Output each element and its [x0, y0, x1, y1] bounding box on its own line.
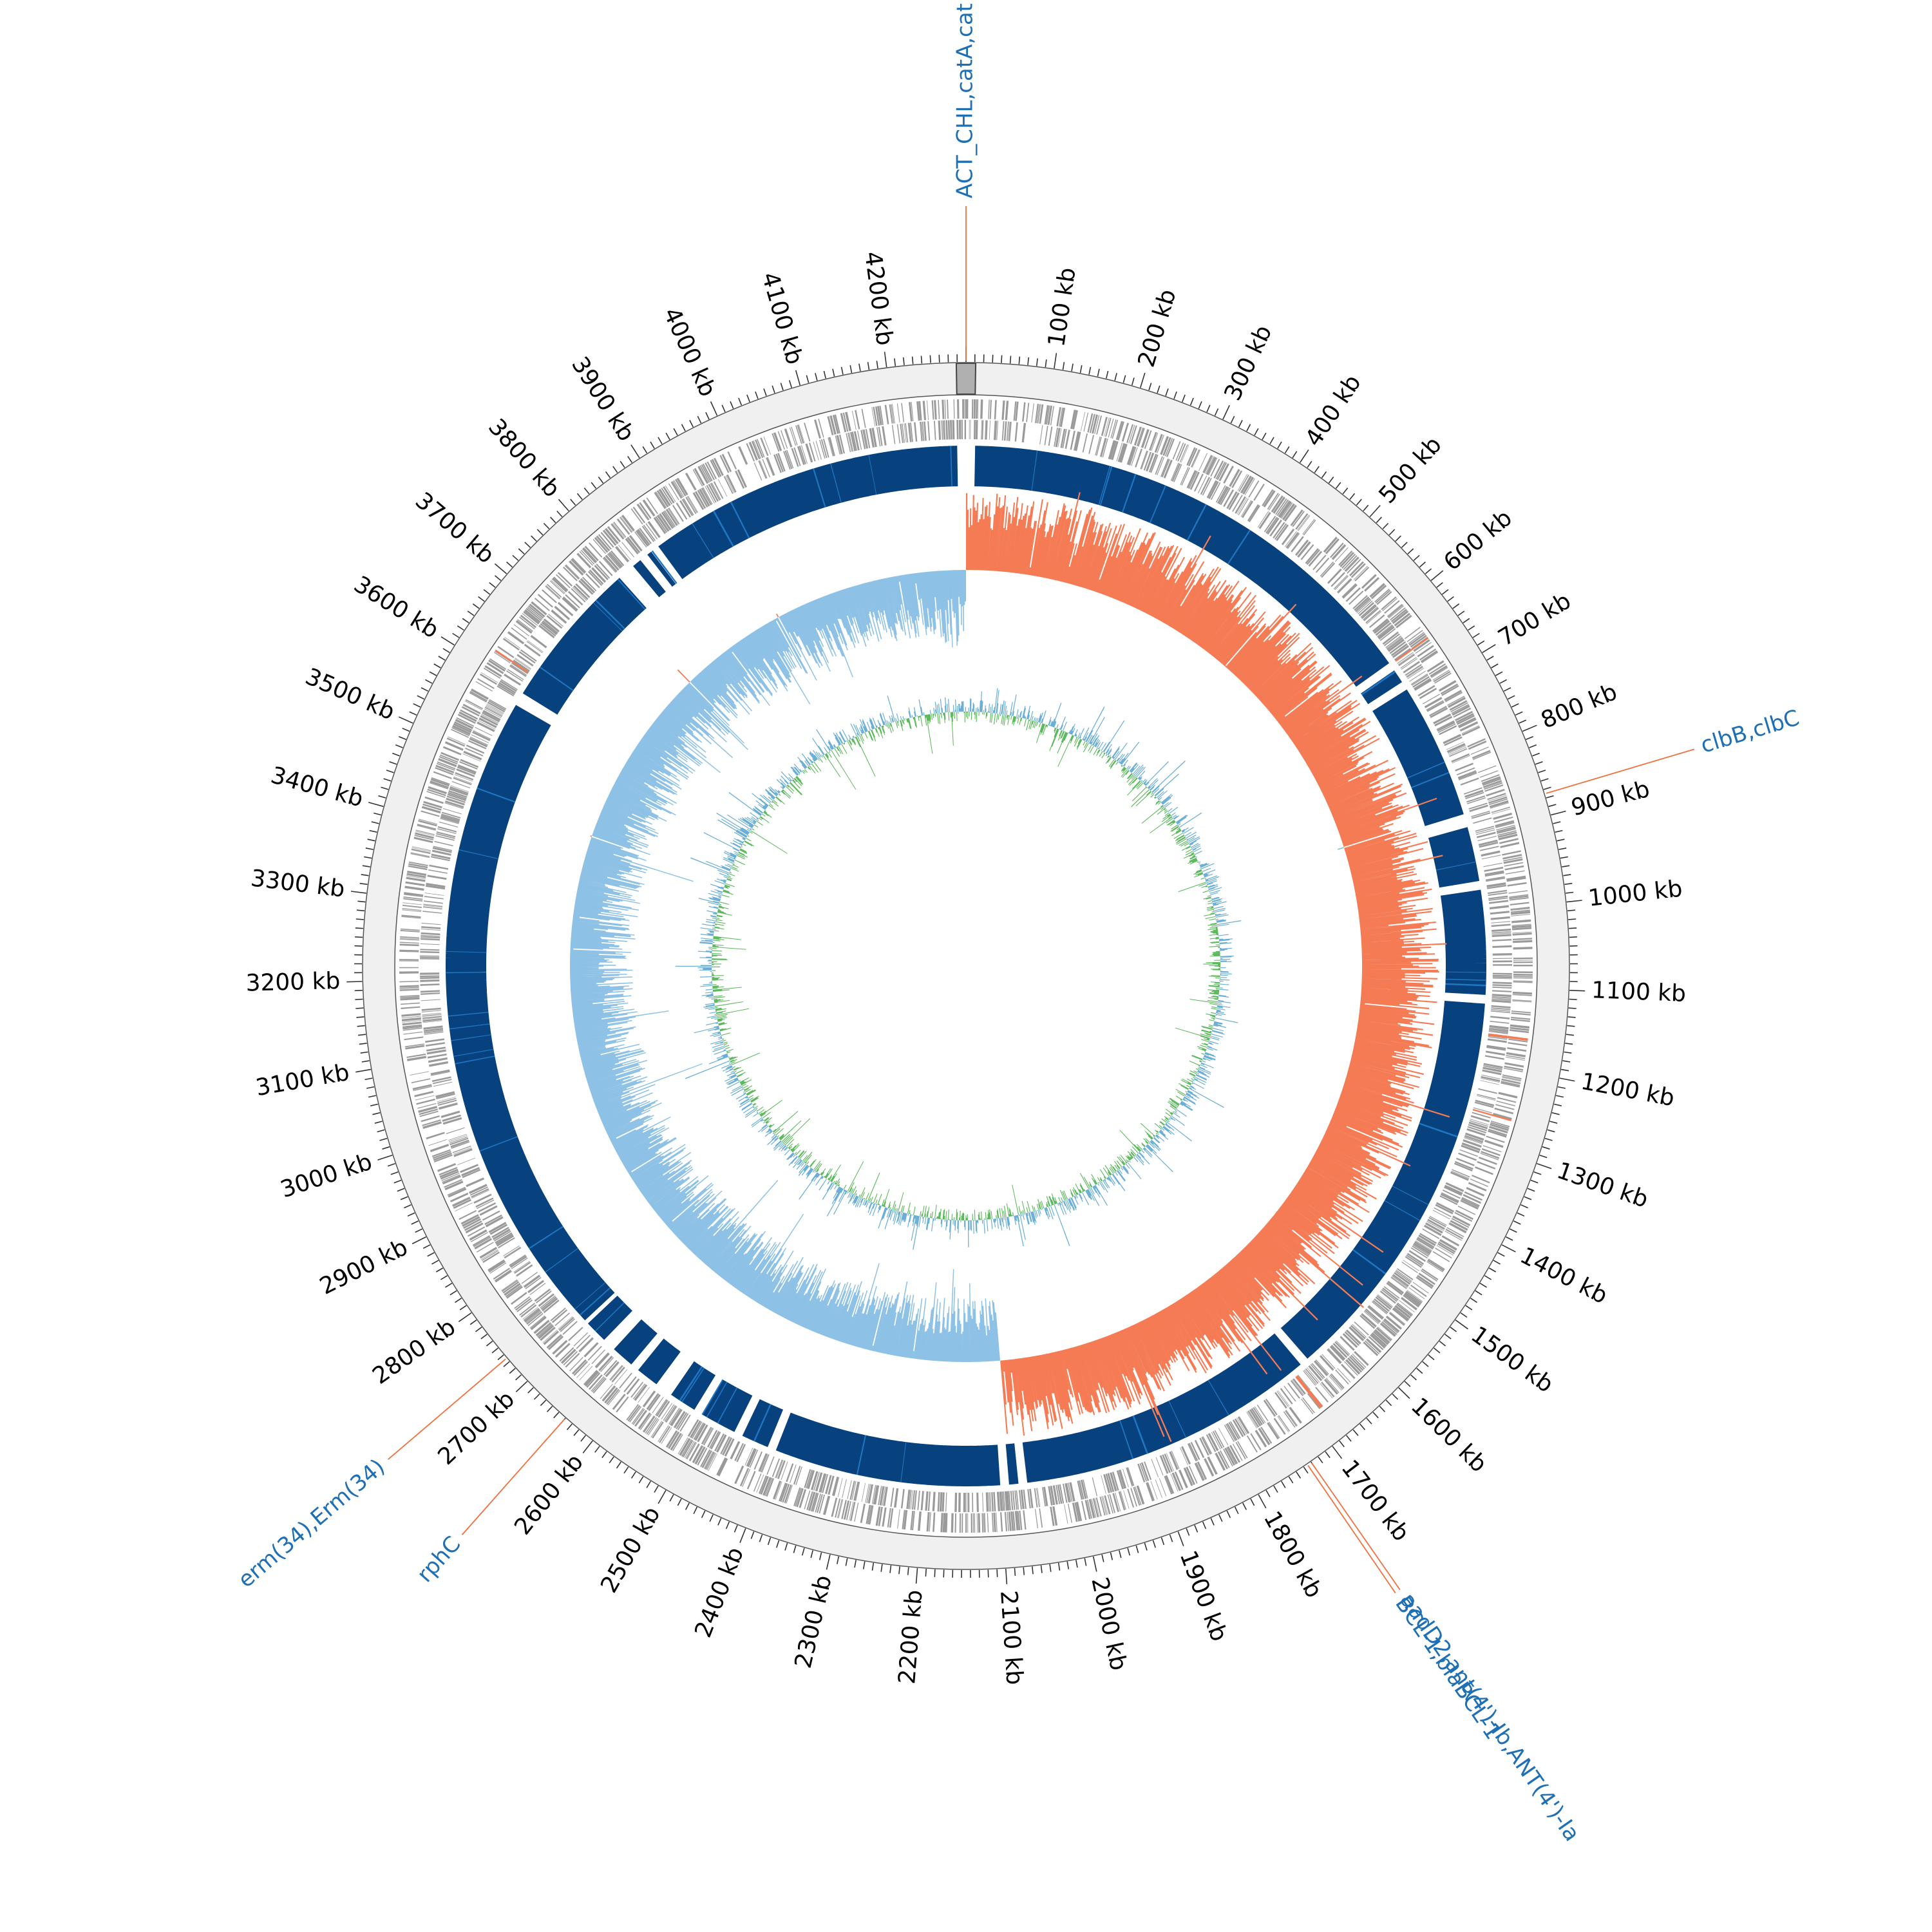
tick-label: 2100 kb	[995, 1589, 1028, 1685]
gene-annotation-label: clbB,clbC	[1698, 705, 1802, 759]
genome-backbone-ring	[362, 362, 1570, 1570]
annotation-leader-line	[461, 1419, 565, 1535]
origin-marker	[955, 362, 977, 395]
tick-label: 4200 kb	[859, 250, 898, 347]
tick-label: 4000 kb	[658, 304, 721, 401]
tick-label: 3900 kb	[566, 352, 639, 446]
gc-content-above-mean	[675, 688, 1242, 1250]
tick-label: 100 kb	[1043, 266, 1081, 349]
annotation-leader-line	[1546, 748, 1695, 794]
tick-label: 700 kb	[1493, 588, 1575, 652]
tick-label: 3100 kb	[254, 1059, 352, 1102]
cds-track	[399, 399, 1533, 1533]
tick-label: 3700 kb	[410, 488, 499, 569]
tick-label: 2700 kb	[433, 1386, 520, 1470]
cds-rna-feature	[1472, 1108, 1512, 1122]
tick-label: 2500 kb	[596, 1502, 665, 1598]
cds-rna-feature	[1395, 637, 1429, 662]
tick-label: 1500 kb	[1466, 1321, 1558, 1398]
tick-label: 3000 kb	[278, 1149, 375, 1204]
tick-label: 3500 kb	[301, 663, 399, 726]
tick-label: 1300 kb	[1553, 1157, 1651, 1213]
tick-label: 2000 kb	[1086, 1575, 1132, 1673]
tick-label: 1200 kb	[1579, 1068, 1677, 1112]
tick-label: 3600 kb	[349, 571, 443, 644]
gc-content-track	[675, 688, 1242, 1250]
tick-label: 1900 kb	[1175, 1547, 1233, 1645]
tick-label: 2300 kb	[790, 1573, 837, 1671]
tick-label: 300 kb	[1220, 321, 1278, 405]
annotation-leader-line	[1307, 1465, 1396, 1594]
annotation-leader-line	[387, 1358, 506, 1460]
tick-label: 3200 kb	[245, 968, 341, 997]
tick-label: 1400 kb	[1516, 1242, 1612, 1309]
gene-annotation-label: rphC	[412, 1531, 466, 1587]
tick-label: 1600 kb	[1406, 1393, 1492, 1478]
tick-label: 1000 kb	[1587, 876, 1683, 912]
tick-label: 500 kb	[1374, 431, 1447, 509]
gene-annotation-label: erm(34),Erm(34)	[233, 1454, 390, 1593]
gc-content-below-mean	[712, 712, 1220, 1220]
tick-label: 400 kb	[1300, 370, 1367, 451]
tick-label: 1800 kb	[1258, 1507, 1327, 1602]
cds-rna-feature	[495, 649, 529, 674]
annotation-leader-line	[1311, 1463, 1401, 1591]
tick-label: 2200 kb	[894, 1589, 928, 1685]
gene-annotation-label: BCL-1,blaBCL-1	[1390, 1591, 1506, 1744]
tick-label: 800 kb	[1537, 679, 1621, 734]
tick-label: 2400 kb	[690, 1544, 749, 1642]
tick-label: 3400 kb	[268, 762, 366, 812]
tick-label: 2600 kb	[509, 1449, 589, 1540]
tick-label: 1700 kb	[1336, 1455, 1414, 1546]
tick-label: 2800 kb	[368, 1314, 460, 1390]
tick-label: 2900 kb	[316, 1234, 412, 1300]
tick-label: 200 kb	[1133, 286, 1182, 370]
tick-label: 4100 kb	[756, 269, 808, 367]
gene-annotation-label: ACT_CHL,catA,cat	[952, 3, 978, 198]
tick-label: 3300 kb	[249, 865, 346, 902]
tick-label: 3800 kb	[483, 414, 565, 503]
cds-rna-feature	[1295, 1375, 1323, 1408]
tick-label: 1100 kb	[1591, 977, 1686, 1007]
cds-rna-feature	[1488, 1033, 1528, 1041]
tick-label: 600 kb	[1439, 505, 1517, 576]
